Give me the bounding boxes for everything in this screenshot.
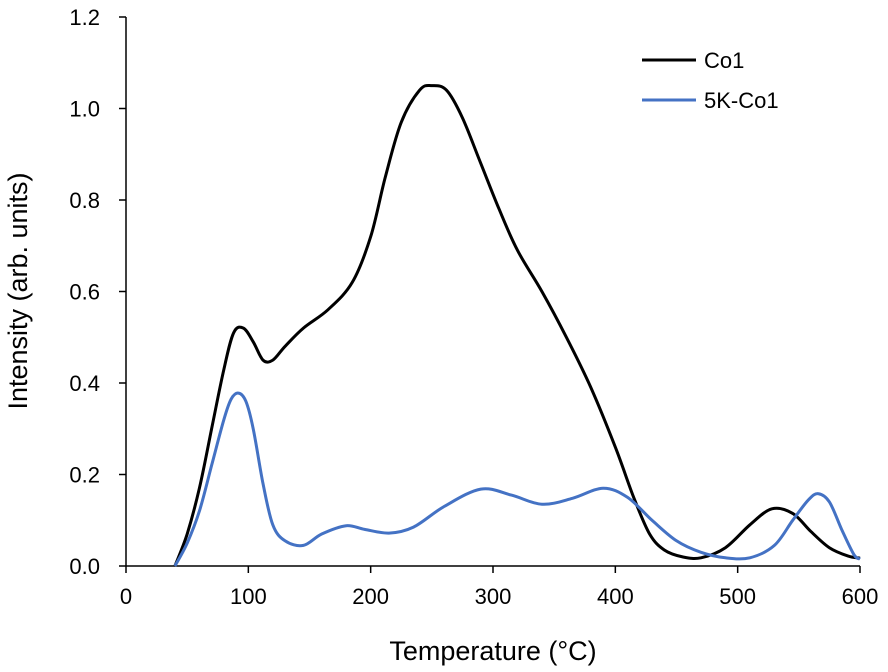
y-tick-label: 0.0 [69, 554, 100, 579]
y-axis-title: Intensity (arb. units) [3, 172, 33, 409]
series-line-5k-co1 [173, 391, 861, 567]
y-tick-label: 1.0 [69, 97, 100, 122]
x-axis-title: Temperature (°C) [389, 636, 596, 666]
y-tick-label: 0.2 [69, 463, 100, 488]
y-ticks: 0.0 0.2 0.4 0.6 0.8 1.0 1.2 [69, 5, 126, 579]
series-line-co1 [173, 83, 861, 567]
x-tick-label: 200 [352, 584, 389, 609]
legend-label-co1: Co1 [704, 48, 744, 73]
x-tick-label: 300 [475, 584, 512, 609]
x-tick-label: 0 [120, 584, 132, 609]
x-tick-label: 600 [842, 584, 879, 609]
y-tick-label: 1.2 [69, 5, 100, 30]
legend: Co1 5K-Co1 [642, 48, 779, 113]
x-tick-label: 500 [719, 584, 756, 609]
legend-label-5k-co1: 5K-Co1 [704, 88, 779, 113]
y-tick-label: 0.6 [69, 280, 100, 305]
y-tick-label: 0.8 [69, 188, 100, 213]
x-ticks: 0 100 200 300 400 500 600 [120, 566, 878, 609]
series-layer [173, 83, 861, 567]
plot-area: 0 100 200 300 400 500 600 0.0 0.2 0.4 0.6 0.8 1.0 1.… [69, 5, 878, 609]
x-tick-label: 100 [230, 584, 267, 609]
x-tick-label: 400 [597, 584, 634, 609]
y-tick-label: 0.4 [69, 371, 100, 396]
